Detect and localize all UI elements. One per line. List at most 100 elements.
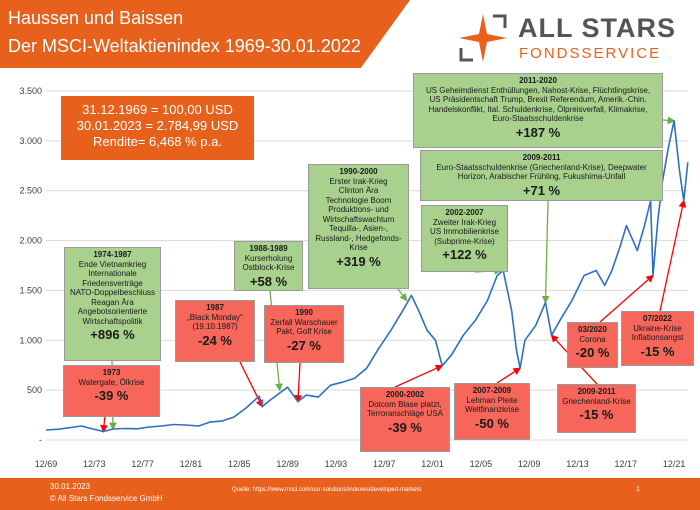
callout-event: Krise	[349, 243, 368, 252]
x-tick-label: 12/21	[663, 459, 686, 469]
logo-wordmark: ALL STARS	[518, 13, 677, 43]
annual-return: Rendite= 6,468 % p.a.	[92, 134, 222, 149]
callout-c2009b: 2009-2011 Griechenland-Krise -15 %	[557, 384, 636, 433]
x-tick-label: 12/01	[421, 459, 444, 469]
callout-c1973: 1973 Watergate, Ölkrise -39 %	[63, 365, 160, 417]
logo-subtitle: FONDSSERVICE	[519, 45, 662, 62]
callout-period: 1987	[206, 303, 224, 312]
callout-event: Inflationsangst	[631, 333, 684, 342]
callout-event: Friedensverträge	[82, 278, 143, 288]
callout-event: (Subprime-Krise)	[434, 236, 495, 246]
callout-percentage: -27 %	[287, 337, 321, 353]
callout-percentage: -39 %	[94, 388, 129, 403]
y-axis-labels: - 500 1.000 1.500 2.000 2.500 3.000 3.500	[19, 86, 42, 445]
callout-percentage: -15 %	[640, 343, 675, 359]
callout-arrow	[541, 200, 550, 304]
callout-event: Reagan Ära	[91, 297, 134, 307]
callout-period: 03/2020	[578, 325, 607, 334]
callout-event: Tequilla-, Asien-,	[329, 224, 388, 233]
callout-event: Griechenland-Krise	[562, 396, 631, 406]
y-tick-label: 1.000	[19, 335, 42, 345]
callout-event: Terroranschläge USA	[366, 409, 444, 418]
title-banner: Haussen und Baissen Der MSCI-Weltaktieni…	[0, 0, 410, 68]
footer-source: Quelle: https://www.msci.com/our-solutio…	[232, 487, 422, 493]
x-tick-label: 12/17	[615, 459, 638, 469]
callout-event: Zerfall Warschauer	[270, 317, 338, 327]
callout-c1974: 1974-1987 Ende Vietnamkrieg Internationale…	[64, 247, 161, 361]
callout-period: 1988-1989	[249, 244, 288, 253]
y-tick-label: 2.000	[19, 236, 42, 246]
callout-arrow	[239, 361, 263, 408]
x-tick-label: 12/89	[276, 459, 299, 469]
callout-event: Angebotsorientierte	[77, 307, 148, 316]
callout-event: Technologie Boom	[325, 195, 392, 205]
callout-arrow	[496, 367, 522, 384]
callout-c2020: 03/2020 Corona -20 %	[567, 322, 618, 368]
x-tick-label: 12/97	[373, 459, 396, 469]
callout-period: 1973	[102, 368, 121, 377]
callout-period: 2002-2007	[445, 208, 484, 217]
callout-event: Pakt, Golf Krise	[276, 327, 332, 336]
y-tick-label: 1.500	[19, 285, 42, 295]
callout-c2022: 07/2022 Ukraine-Krise Inflationsangst -15 %	[621, 311, 694, 366]
callout-arrow	[394, 364, 444, 388]
callout-c2011: 2011-2020 US Geheimdienst Enthüllungen, N…	[413, 73, 663, 148]
callout-percentage: -39 %	[388, 419, 422, 435]
callout-event: Dotcom Blase platzt,	[368, 399, 442, 409]
callout-period: 2009-2011	[522, 153, 561, 162]
callout-period: 2007-2009	[472, 386, 512, 395]
x-tick-label: 12/69	[35, 459, 58, 469]
callout-event: Handelskonflikt, Ital. Schuldenkrise, Öl…	[428, 104, 648, 114]
callout-period: 2009-2011	[577, 387, 616, 396]
callout-event: Internationale	[88, 269, 137, 278]
footer: 30.01.2023 © All Stars Fondsservice GmbH…	[0, 478, 700, 510]
performance-summary-box: 31.12.1969 = 100,00 USD 30.01.2023 = 2.7…	[61, 96, 254, 160]
callout-event: Corona	[579, 334, 606, 344]
footer-date: 30.01.2023	[50, 482, 91, 491]
callout-event: Zweiter Irak-Krieg	[432, 217, 497, 227]
callout-arrow	[294, 362, 303, 403]
callout-event: Weltfinanzkrise	[464, 405, 520, 414]
callout-event: Lehman Pleite	[466, 395, 518, 405]
y-tick-label: 3.500	[19, 86, 42, 96]
callout-period: 1974-1987	[93, 250, 132, 259]
callout-event: Clinton Ära	[338, 186, 379, 195]
callout-event: Horizon, Arabischer Frühling, Fukushima-…	[457, 172, 626, 181]
y-tick-label: 2.500	[19, 186, 42, 196]
callout-arrow	[659, 199, 687, 312]
callout-percentage: +58 %	[249, 273, 288, 289]
callout-event: Ende Vietnamkrieg	[78, 259, 147, 269]
callout-event: US Immobilienkrise	[430, 227, 499, 236]
x-tick-label: 12/81	[180, 459, 203, 469]
callout-c1990: 1990 Zerfall Warschauer Pakt, Golf Krise -2…	[264, 305, 344, 363]
callout-arrow	[599, 274, 654, 323]
callout-period: 1990	[295, 308, 313, 317]
x-tick-label: 12/05	[470, 459, 493, 469]
callout-percentage: +71 %	[522, 182, 561, 198]
x-axis-labels: 12/69 12/73 12/77 12/81 12/85 12/89 12/93 12/97…	[35, 459, 686, 469]
x-tick-label: 12/09	[518, 459, 541, 469]
callout-period: 07/2022	[643, 314, 672, 323]
callout-event: Ukraine-Krise	[633, 323, 682, 333]
footer-page-number: 1	[636, 486, 640, 493]
callout-period: 1990-2000	[339, 167, 378, 176]
footer-copyright: © All Stars Fondsservice GmbH	[50, 494, 163, 503]
callout-c1988: 1988-1989 Kurserholung Ostblock-Krise +58 %	[234, 241, 303, 291]
callout-event: Euro-Staatsschuldenkrise (Griechenland-K…	[436, 162, 647, 172]
callout-c1987: 1987 „Black Monday" (19.10.1987) -24 %	[175, 300, 255, 362]
page-subtitle: Der MSCI-Weltaktienindex 1969-30.01.2022	[8, 36, 361, 56]
callout-c2002: 2002-2007 Zweiter Irak-Krieg US Immobilien…	[421, 205, 508, 272]
callout-event: Wirtschaftswachtum	[322, 214, 395, 224]
callout-c1990b: 1990-2000 Erster Irak-Krieg Clinton Ära Tec…	[308, 164, 409, 289]
callout-event: US Präsidentschaft Trump, Brexit Referen…	[429, 95, 647, 104]
x-tick-label: 12/13	[566, 459, 589, 469]
header: Haussen und Baissen Der MSCI-Weltaktieni…	[0, 0, 700, 72]
x-tick-label: 12/85	[228, 459, 251, 469]
callout-period: 2000-2002	[385, 390, 425, 399]
y-tick-label: -	[39, 435, 42, 445]
callout-percentage: -15 %	[579, 407, 614, 422]
y-tick-label: 3.000	[19, 136, 42, 146]
callout-event: Kurserholung	[244, 253, 293, 263]
callout-event: US Geheimdienst Enthüllungen, Nahost-Kri…	[425, 85, 651, 95]
callout-event: NATO-Doppelbeschluss	[69, 288, 156, 297]
